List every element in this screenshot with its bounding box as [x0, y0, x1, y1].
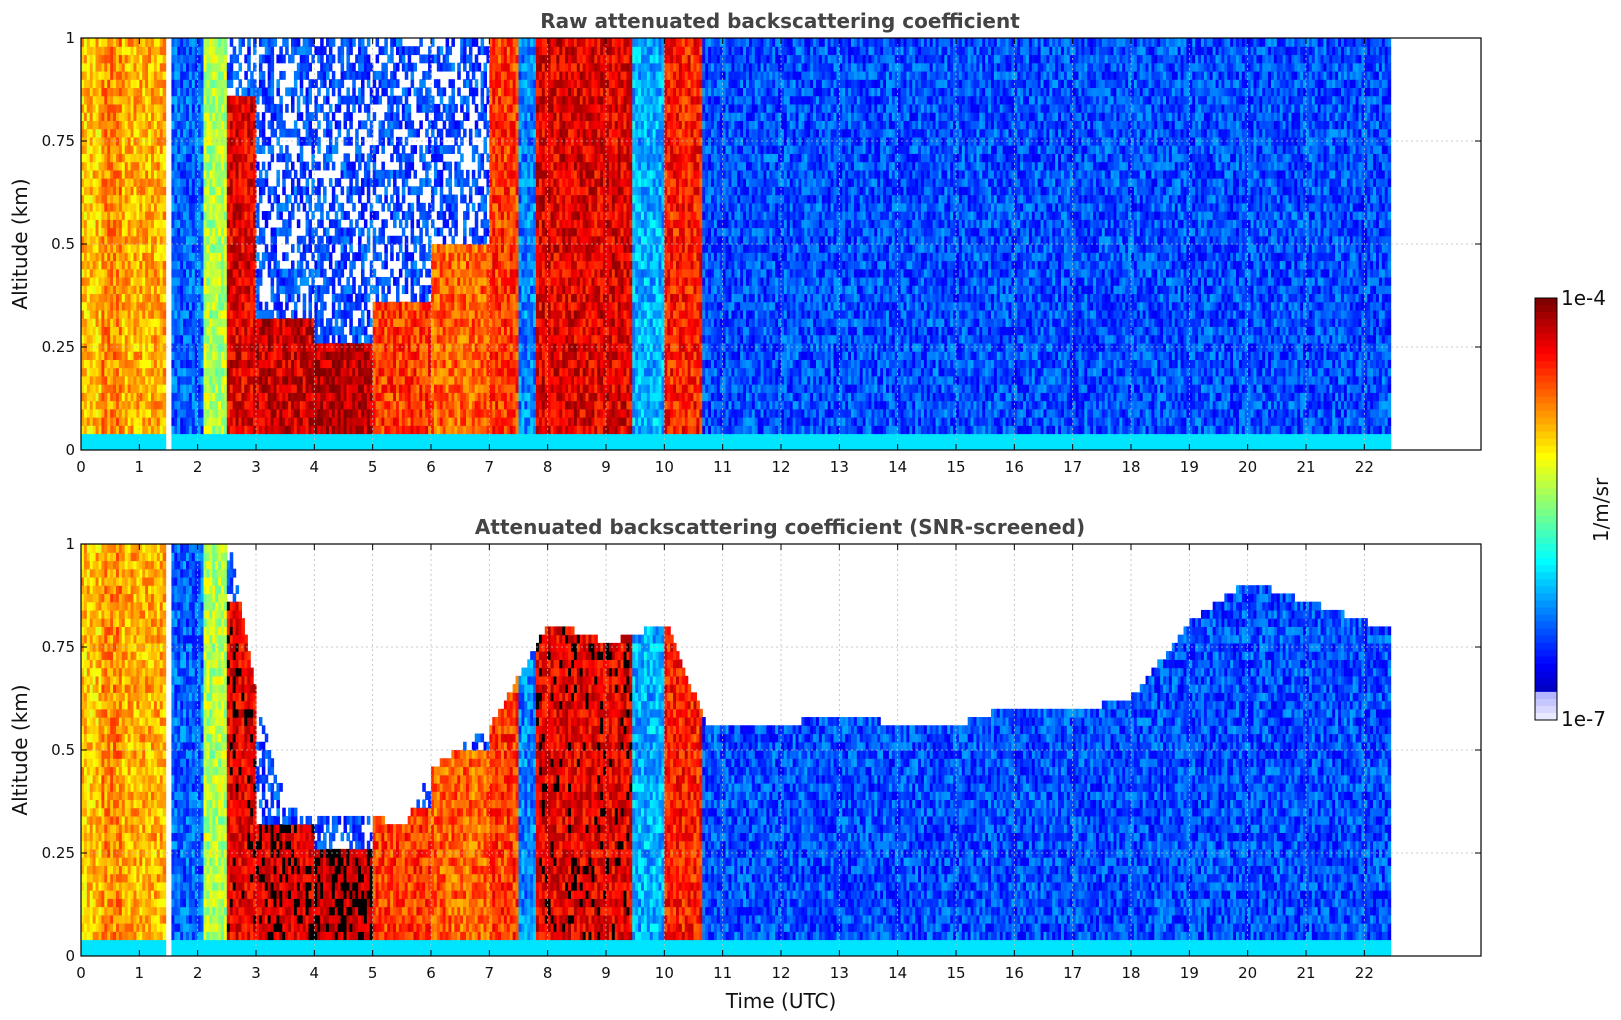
heatmap-cell	[163, 409, 167, 418]
heatmap-cell	[163, 104, 167, 113]
heatmap-cell	[163, 38, 167, 47]
heatmap-cell	[163, 244, 167, 253]
heatmap-cell	[163, 153, 167, 162]
heatmap-cell	[163, 326, 167, 335]
heatmap-cell	[163, 219, 167, 228]
heatmap-cell	[163, 442, 167, 451]
heatmap-cell	[163, 87, 167, 96]
heatmap-cell	[163, 417, 167, 426]
heatmap-cell	[163, 71, 167, 80]
heatmap-cell	[163, 351, 167, 360]
heatmap-cell	[163, 63, 167, 72]
heatmap-cell	[163, 343, 167, 352]
heatmap-cell	[163, 277, 167, 286]
heatmap-cell	[163, 96, 167, 105]
heatmap-cell	[163, 293, 167, 302]
heatmap-cell	[163, 54, 167, 63]
heatmap-cell	[163, 359, 167, 368]
heatmap-cell	[163, 318, 167, 327]
heatmap-cell	[163, 401, 167, 410]
heatmap-cell	[163, 392, 167, 401]
heatmap-cell	[224, 54, 228, 63]
heatmap-cell	[163, 269, 167, 278]
top-panel-title: Raw attenuated backscattering coefficien…	[540, 9, 1020, 33]
heatmap-cell	[163, 211, 167, 220]
heatmap-cell	[163, 178, 167, 187]
heatmap-cell	[163, 384, 167, 393]
heatmap-cell	[163, 112, 167, 121]
heatmap-cell	[163, 145, 167, 154]
heatmap-cell	[224, 46, 228, 55]
heatmap-cell	[163, 236, 167, 245]
heatmap-cell	[163, 368, 167, 377]
heatmap-cell	[163, 310, 167, 319]
heatmap-cell	[163, 285, 167, 294]
heatmap-cell	[163, 137, 167, 146]
heatmap-cell	[163, 335, 167, 344]
heatmap-cell	[163, 260, 167, 269]
heatmap-cell	[163, 434, 167, 443]
heatmap-cell	[163, 425, 167, 434]
heatmap-cell	[224, 38, 228, 47]
heatmap-cell	[163, 203, 167, 212]
figure: Raw attenuated backscattering coefficien…	[0, 0, 1621, 1020]
heatmap-cell	[163, 162, 167, 171]
heatmap-cell	[163, 252, 167, 261]
heatmap-cell	[163, 302, 167, 311]
heatmap-cell	[163, 195, 167, 204]
heatmap-cell	[163, 120, 167, 129]
heatmap-cell	[163, 46, 167, 55]
heatmap-cell	[163, 376, 167, 385]
heatmap-cell	[163, 129, 167, 138]
heatmap-cell	[163, 170, 167, 179]
heatmap-cell	[163, 79, 167, 88]
heatmap-cell	[163, 228, 167, 237]
heatmap-cell	[224, 87, 228, 96]
heatmap-cell	[163, 186, 167, 195]
